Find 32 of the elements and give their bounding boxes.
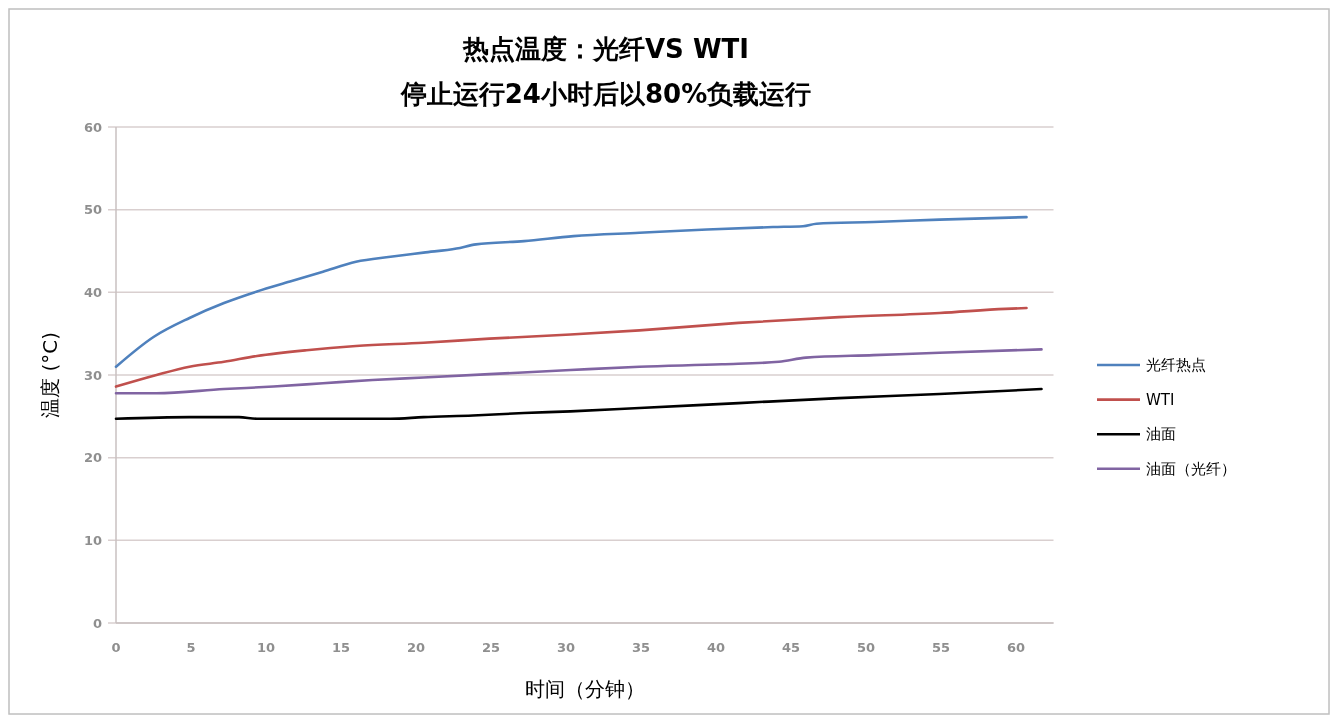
- y-tick-label: 30: [83, 367, 102, 383]
- y-tick-label: 60: [83, 119, 102, 135]
- y-tick-label: 20: [83, 450, 102, 466]
- y-tick-label: 50: [83, 202, 102, 218]
- x-tick-label: 20: [406, 640, 426, 655]
- x-tick-label: 25: [481, 640, 501, 655]
- x-tick-label: 55: [931, 640, 951, 655]
- legend-label: 光纤热点: [1146, 356, 1206, 375]
- line-series: [114, 387, 1043, 421]
- x-tick-label: 40: [706, 640, 726, 655]
- legend-label: WTI: [1146, 390, 1175, 409]
- y-tick-label: 0: [92, 615, 102, 631]
- x-tick-label: 5: [186, 640, 196, 655]
- x-tick-label: 50: [856, 640, 876, 655]
- x-tick-label: 15: [331, 640, 351, 655]
- y-tick-label: 10: [83, 532, 102, 548]
- y-tick-label: 40: [83, 284, 102, 300]
- x-tick-label: 35: [631, 640, 651, 655]
- y-axis-title: 温度 (°C): [38, 332, 62, 418]
- x-tick-label: 45: [781, 640, 801, 655]
- line-series: [114, 348, 1043, 395]
- chart-subtitle: 停止运行24小时后以80%负载运行: [399, 79, 812, 109]
- x-axis-title: 时间（分钟）: [525, 677, 645, 701]
- x-tick-label: 60: [1006, 640, 1026, 655]
- x-tick-label: 10: [256, 640, 276, 655]
- line-series: [114, 306, 1028, 388]
- legend-label: 油面: [1146, 425, 1176, 444]
- x-tick-label: 0: [111, 640, 121, 655]
- x-tick-label: 30: [556, 640, 576, 655]
- chart-title: 热点温度：光纤VS WTI: [462, 34, 749, 64]
- legend-label: 油面（光纤）: [1146, 460, 1236, 479]
- line-series: [114, 215, 1028, 369]
